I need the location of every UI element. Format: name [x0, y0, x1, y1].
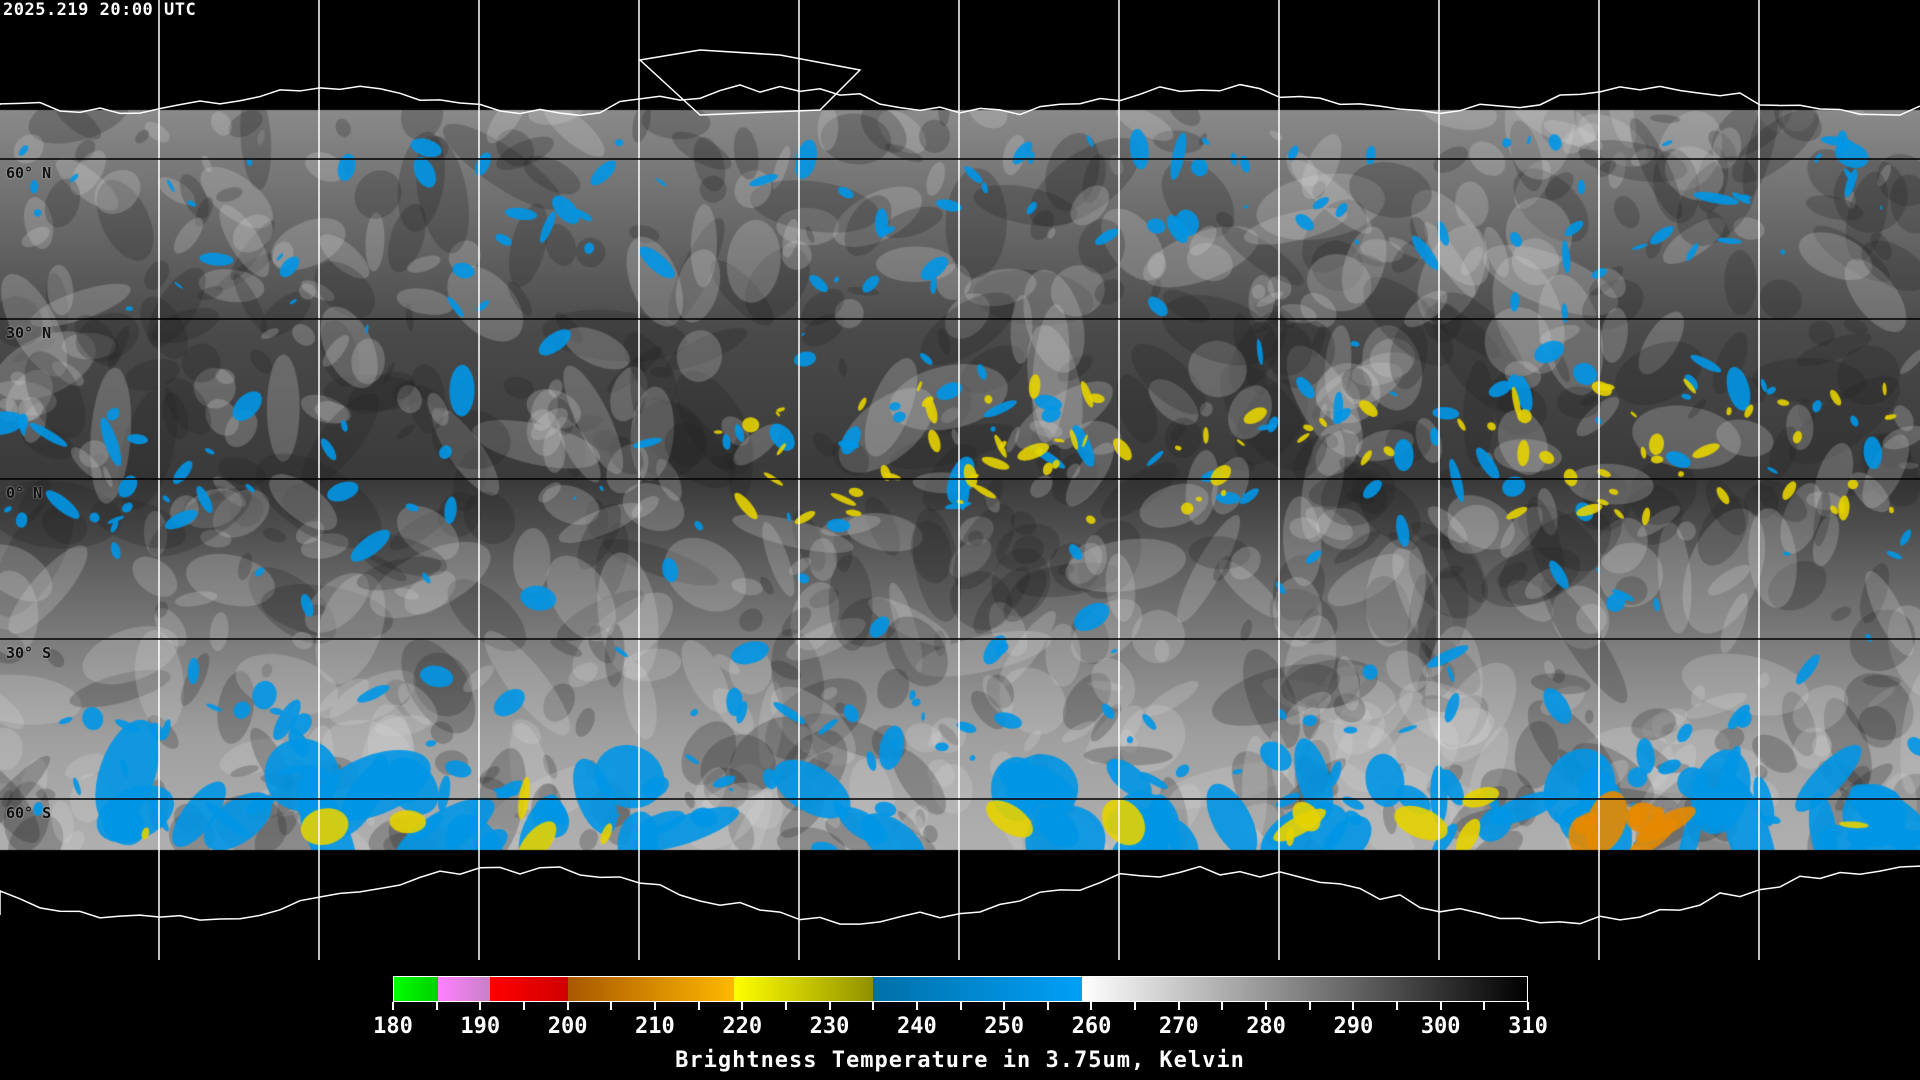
colorbar-tick [1439, 1002, 1442, 1010]
brightness-temperature-imagery [0, 0, 1920, 960]
colorbar-tick [610, 1002, 613, 1010]
colorbar-tick-label: 210 [635, 1014, 675, 1039]
colorbar-tick [392, 1002, 394, 1010]
colorbar-segment-185-191 [437, 977, 490, 1001]
colorbar-tick-label: 280 [1246, 1014, 1286, 1039]
colorbar [393, 976, 1528, 1002]
greenland-coastline [638, 49, 862, 116]
colorbar-tick [828, 1002, 831, 1010]
lat-lon-grid [0, 0, 1920, 960]
colorbar-tick [1046, 1002, 1049, 1010]
colorbar-tick-label: 240 [896, 1014, 937, 1039]
colorbar-tick-label: 300 [1420, 1014, 1461, 1039]
colorbar-segment-180-185 [394, 977, 438, 1001]
colorbar-tick-label: 190 [460, 1014, 501, 1039]
colorbar-tick [479, 1002, 482, 1010]
colorbar-tick [1177, 1002, 1180, 1010]
colorbar-title: Brightness Temperature in 3.75um, Kelvin [675, 1048, 1245, 1073]
colorbar-tick-label: 200 [547, 1014, 588, 1039]
colorbar-tick [1090, 1002, 1093, 1010]
colorbar-tick [872, 1002, 875, 1010]
colorbar-tick [435, 1002, 438, 1010]
colorbar-tick [522, 1002, 525, 1010]
colorbar-tick-label: 270 [1158, 1014, 1199, 1039]
colorbar-tick [959, 1002, 962, 1010]
colorbar-segment-259-310 [1082, 977, 1527, 1001]
colorbar-tick [1134, 1002, 1137, 1010]
lat-label-60n: 60° N [6, 164, 52, 182]
colorbar-segment-191-200 [489, 977, 569, 1001]
colorbar-tick [1527, 1002, 1529, 1010]
colorbar-tick [1265, 1002, 1268, 1010]
antarctic-coastline [0, 865, 1920, 925]
lat-label-30n: 30° N [6, 324, 52, 342]
colorbar-tick [566, 1002, 569, 1010]
arctic-coastline [0, 83, 1920, 117]
colorbar-tick [1483, 1002, 1486, 1010]
colorbar-tick-label: 310 [1508, 1014, 1548, 1039]
colorbar-tick [915, 1002, 918, 1010]
lat-label-0n: 0° N [6, 484, 43, 502]
colorbar-tick [1308, 1002, 1311, 1010]
colorbar-tick [1396, 1002, 1399, 1010]
colorbar-tick-label: 180 [373, 1014, 413, 1039]
lat-label-60s: 60° S [6, 804, 52, 822]
timestamp: 2025.219 20:00 UTC [3, 0, 197, 20]
satellite-map [0, 0, 1920, 960]
lat-label-30s: 30° S [6, 644, 52, 662]
colorbar-tick-label: 290 [1333, 1014, 1374, 1039]
colorbar-segment-235-259 [873, 977, 1083, 1001]
colorbar-tick [784, 1002, 787, 1010]
colorbar-tick-label: 250 [984, 1014, 1025, 1039]
colorbar-tick-label: 230 [809, 1014, 850, 1039]
colorbar-tick-label: 260 [1071, 1014, 1112, 1039]
colorbar-tick [1352, 1002, 1355, 1010]
colorbar-segment-219-235 [733, 977, 874, 1001]
colorbar-tick [741, 1002, 744, 1010]
colorbar-tick-label: 220 [722, 1014, 763, 1039]
colorbar-tick [1221, 1002, 1224, 1010]
colorbar-tick [697, 1002, 700, 1010]
colorbar-segment-200-219 [568, 977, 734, 1001]
colorbar-tick [653, 1002, 656, 1010]
colorbar-tick [1003, 1002, 1006, 1010]
